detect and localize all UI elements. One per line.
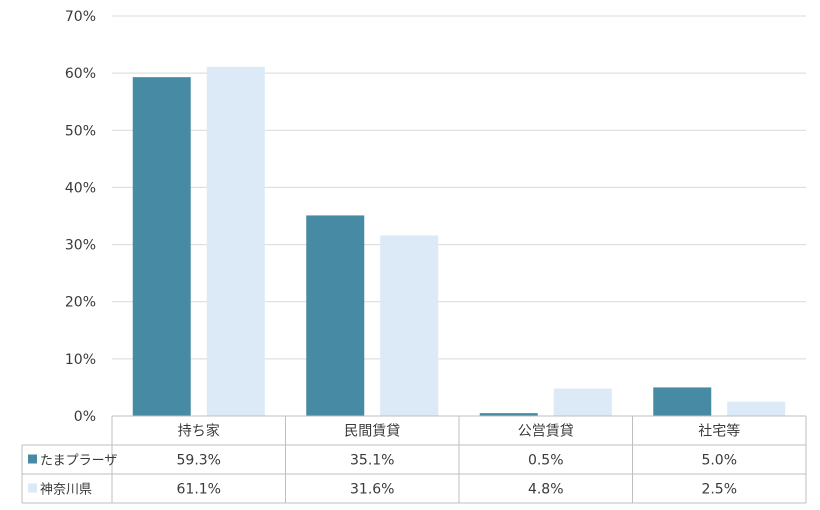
legend-label: たまプラーザ bbox=[40, 454, 117, 469]
y-tick-label: 30% bbox=[65, 238, 96, 254]
data-label: 31.6% bbox=[350, 482, 394, 498]
legend-swatch bbox=[28, 454, 37, 464]
y-axis-tick-labels: 0% 10% 20% 30% 40% 50% 60% 70% bbox=[65, 9, 96, 425]
y-tick-label: 10% bbox=[65, 352, 96, 368]
y-tick-label: 60% bbox=[65, 66, 96, 82]
data-label: 5.0% bbox=[701, 453, 737, 469]
x-tick-label: 民間賃貸 bbox=[344, 424, 400, 440]
y-tick-label: 0% bbox=[74, 409, 96, 425]
data-label: 35.1% bbox=[350, 453, 394, 469]
data-label: 0.5% bbox=[528, 453, 564, 469]
bar bbox=[479, 413, 538, 416]
bar bbox=[206, 66, 265, 416]
data-label: 59.3% bbox=[177, 453, 221, 469]
x-tick-label: 公営賃貸 bbox=[518, 424, 574, 440]
legend-swatch bbox=[28, 483, 37, 493]
x-tick-label: 社宅等 bbox=[698, 423, 740, 440]
bar bbox=[132, 77, 191, 417]
y-tick-label: 70% bbox=[65, 9, 96, 25]
data-label: 2.5% bbox=[701, 482, 737, 498]
bar bbox=[653, 387, 712, 416]
legend-label: 神奈川県 bbox=[40, 483, 92, 498]
bar bbox=[727, 401, 786, 416]
data-label: 61.1% bbox=[177, 482, 221, 498]
y-tick-label: 50% bbox=[65, 123, 96, 139]
bar bbox=[306, 215, 365, 416]
data-label: 4.8% bbox=[528, 482, 564, 498]
y-tick-label: 20% bbox=[65, 295, 96, 311]
bars bbox=[132, 66, 786, 417]
bar bbox=[553, 388, 612, 416]
x-tick-label: 持ち家 bbox=[178, 423, 220, 440]
y-tick-label: 40% bbox=[65, 180, 96, 196]
bar bbox=[380, 235, 439, 416]
